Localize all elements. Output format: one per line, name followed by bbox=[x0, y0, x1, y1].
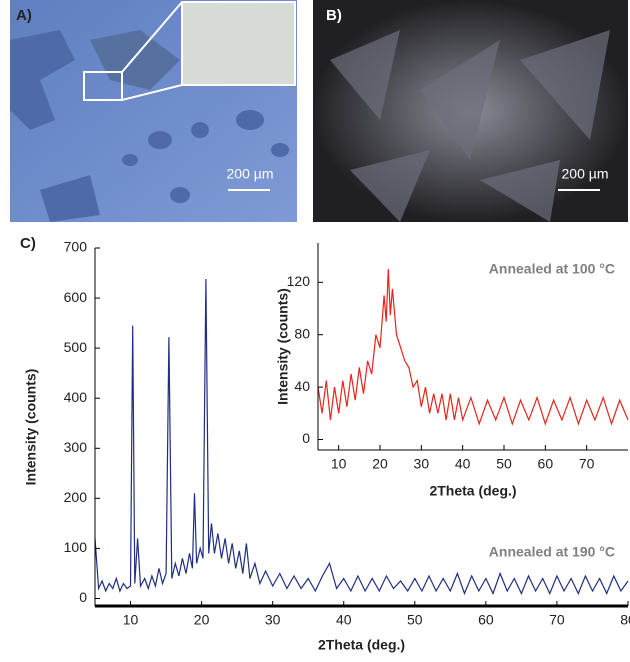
micrograph-b bbox=[313, 0, 628, 222]
x-tick-label: 50 bbox=[407, 612, 423, 628]
panel-label: C) bbox=[20, 235, 36, 252]
annotation: Annealed at 190 °C bbox=[489, 544, 615, 560]
y-axis-label: Intensity (counts) bbox=[275, 288, 291, 405]
x-tick-label: 30 bbox=[265, 612, 281, 628]
y-tick-label: 700 bbox=[64, 239, 88, 255]
y-tick-label: 100 bbox=[64, 539, 88, 555]
y-tick-label: 0 bbox=[302, 430, 310, 446]
micrograph-a bbox=[10, 0, 297, 222]
y-tick-label: 500 bbox=[64, 339, 88, 355]
y-tick-label: 300 bbox=[64, 439, 88, 455]
x-tick-label: 20 bbox=[372, 456, 388, 472]
x-tick-label: 80 bbox=[620, 612, 630, 628]
annotation: Annealed at 100 °C bbox=[489, 261, 615, 277]
y-tick-label: 400 bbox=[64, 389, 88, 405]
y-tick-label: 600 bbox=[64, 289, 88, 305]
y-tick-label: 120 bbox=[287, 273, 311, 289]
x-tick-label: 60 bbox=[478, 612, 494, 628]
y-tick-label: 80 bbox=[294, 325, 310, 341]
x-tick-label: 10 bbox=[331, 456, 347, 472]
x-tick-label: 50 bbox=[496, 456, 512, 472]
x-tick-label: 40 bbox=[336, 612, 352, 628]
x-tick-label: 10 bbox=[123, 612, 139, 628]
x-tick-label: 30 bbox=[414, 456, 430, 472]
panel-label: B) bbox=[326, 7, 342, 24]
figure: A) 200 µm B) 200 µm C) 10 20 30 40 50 60 70 80 0… bbox=[0, 0, 630, 657]
x-tick-label: 60 bbox=[538, 456, 554, 472]
x-tick-label: 40 bbox=[455, 456, 471, 472]
y-tick-label: 200 bbox=[64, 489, 88, 505]
panel-label: A) bbox=[16, 7, 32, 24]
x-tick-label: 70 bbox=[579, 456, 595, 472]
y-tick-label: 0 bbox=[79, 589, 87, 605]
page: A) 200 µm B) 200 µm C) 10 20 30 40 50 60 70 80 0… bbox=[0, 0, 630, 657]
x-axis-label: 2Theta (deg.) bbox=[429, 483, 516, 499]
y-tick-label: 40 bbox=[294, 378, 310, 394]
x-tick-label: 20 bbox=[194, 612, 210, 628]
x-axis-label: 2Theta (deg.) bbox=[318, 637, 405, 653]
y-axis-label: Intensity (counts) bbox=[23, 369, 39, 486]
scale-bar-label: 200 µm bbox=[562, 166, 609, 182]
x-tick-label: 70 bbox=[549, 612, 565, 628]
scale-bar-label: 200 µm bbox=[227, 166, 274, 182]
